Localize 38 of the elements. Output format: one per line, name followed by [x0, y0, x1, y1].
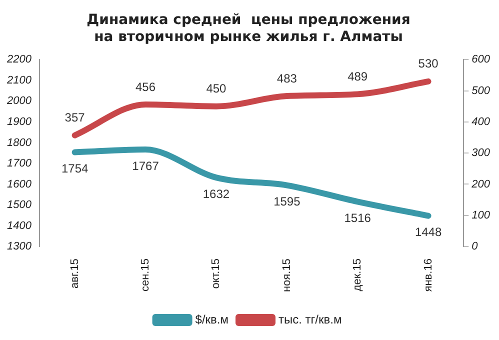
data-label: 357 [64, 110, 86, 125]
data-label: 450 [206, 82, 227, 96]
y-tick-label: 1400 [6, 220, 32, 232]
y-tick-label: 1500 [6, 199, 32, 212]
y2-tick-label: 200 [470, 178, 491, 190]
y2-tick-label: 400 [472, 116, 491, 128]
data-label: 1767 [132, 158, 160, 173]
x-tick-label: ноя.15 [280, 258, 293, 292]
data-label: 483 [276, 71, 298, 86]
x-tick-label: окт.15 [210, 258, 222, 289]
y-tick-label: 1300 [6, 240, 32, 253]
y2-tick-label: 100 [472, 209, 491, 222]
data-label: 530 [418, 56, 439, 71]
y-tick-label: 2200 [6, 54, 32, 66]
y-tick-label: 1800 [6, 136, 32, 149]
x-tick-label: дек.15 [352, 258, 364, 292]
legend-label: $/кв.м [195, 312, 229, 326]
data-label: 1448 [414, 225, 442, 240]
data-label: 1632 [202, 186, 230, 201]
x-tick-label: сен.15 [140, 258, 152, 292]
legend-label: тыс. тг/кв.м [278, 312, 342, 326]
data-label: 1595 [274, 194, 301, 209]
y2-tick-label: 300 [472, 147, 491, 160]
data-label: 456 [136, 80, 156, 94]
data-label: 1754 [61, 162, 88, 176]
y2-tick-label: 600 [472, 54, 491, 66]
y2-tick-label: 0 [472, 240, 479, 253]
y2-tick-label: 500 [472, 84, 491, 97]
x-tick-label: авг.15 [68, 258, 81, 288]
y-tick-label: 1900 [6, 116, 32, 128]
x-tick-label: янв.16 [422, 258, 434, 292]
chart-title: Динамика средней цены предложения на вторичном рынке жилья г. Алматы [86, 12, 410, 45]
y-tick-label: 1600 [6, 178, 32, 190]
data-label: 489 [348, 70, 368, 84]
data-label: 1516 [344, 211, 372, 225]
y-tick-label: 2100 [6, 74, 32, 86]
y-tick-label: 2000 [6, 95, 32, 108]
y-tick-label: 1700 [6, 158, 32, 170]
